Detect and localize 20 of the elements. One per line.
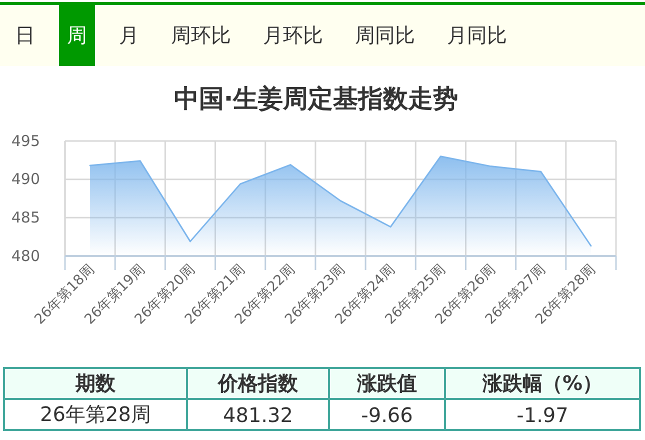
text: 481.32 [187, 399, 329, 430]
text: 涨跌幅（%） [445, 368, 640, 399]
text: 涨跌值 [329, 368, 445, 399]
text: 期数 [4, 368, 187, 399]
text: 周 [59, 5, 95, 66]
text: 26年第28周 [4, 399, 187, 430]
chart-title: 中国·生姜周定基指数走势 [174, 84, 458, 113]
text: 价格指数 [187, 368, 329, 399]
text: 月环比 [262, 22, 324, 49]
text: 日 [14, 22, 36, 49]
y-tick-label: 485 [11, 208, 40, 226]
text: 月 [118, 22, 140, 49]
text: 月同比 [446, 22, 508, 49]
text: 周同比 [354, 22, 416, 49]
y-tick-label: 490 [11, 170, 40, 188]
text: -1.97 [445, 399, 640, 430]
y-tick-label: 495 [11, 132, 40, 150]
text: -9.66 [329, 399, 445, 430]
text: 周环比 [170, 22, 232, 49]
y-tick-label: 480 [11, 246, 40, 265]
